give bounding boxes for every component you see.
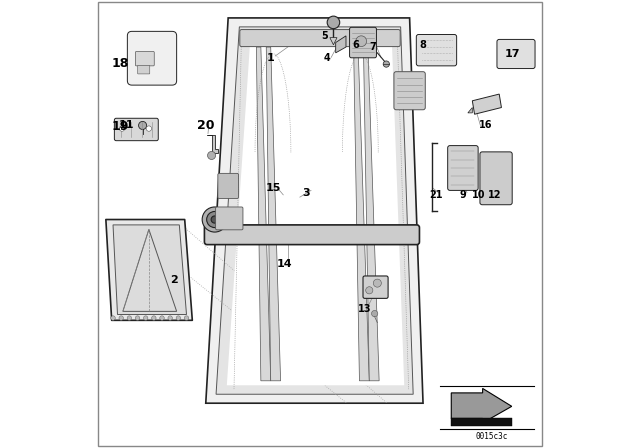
FancyBboxPatch shape (240, 30, 400, 47)
Circle shape (327, 16, 340, 29)
Text: 16: 16 (479, 121, 493, 130)
Polygon shape (106, 220, 192, 320)
Text: 19: 19 (112, 120, 129, 133)
Polygon shape (266, 47, 280, 381)
Circle shape (202, 207, 227, 232)
FancyBboxPatch shape (216, 207, 243, 230)
Text: 2: 2 (170, 275, 179, 285)
Circle shape (207, 211, 223, 228)
Text: 10: 10 (472, 190, 486, 200)
Circle shape (119, 316, 124, 320)
Circle shape (211, 216, 218, 223)
Text: 18: 18 (112, 57, 129, 70)
Polygon shape (353, 47, 369, 381)
Circle shape (184, 316, 189, 320)
Text: 1: 1 (267, 53, 275, 63)
Polygon shape (227, 36, 404, 385)
FancyBboxPatch shape (451, 418, 512, 426)
Text: 0015c3c: 0015c3c (476, 432, 508, 441)
Polygon shape (472, 94, 502, 114)
Polygon shape (257, 47, 271, 381)
Polygon shape (206, 18, 423, 403)
Circle shape (152, 316, 156, 320)
Text: 13: 13 (358, 304, 372, 314)
Text: 8: 8 (420, 40, 426, 50)
Circle shape (111, 316, 115, 320)
Polygon shape (364, 47, 379, 381)
Polygon shape (113, 225, 186, 314)
Circle shape (135, 316, 140, 320)
FancyBboxPatch shape (115, 118, 158, 141)
Text: 14: 14 (276, 259, 292, 269)
Circle shape (143, 316, 148, 320)
FancyBboxPatch shape (138, 65, 150, 74)
FancyBboxPatch shape (417, 34, 457, 66)
FancyBboxPatch shape (497, 39, 535, 69)
Text: 21: 21 (429, 190, 444, 200)
Circle shape (127, 316, 132, 320)
Circle shape (176, 316, 180, 320)
Circle shape (373, 279, 381, 287)
FancyBboxPatch shape (204, 225, 419, 245)
Text: 12: 12 (488, 190, 502, 200)
Circle shape (146, 126, 152, 131)
Circle shape (371, 310, 378, 317)
FancyBboxPatch shape (394, 72, 425, 110)
FancyBboxPatch shape (218, 173, 239, 198)
FancyBboxPatch shape (127, 31, 177, 85)
Circle shape (139, 121, 147, 129)
Text: 6: 6 (353, 40, 359, 50)
Text: 3: 3 (303, 188, 310, 198)
Circle shape (356, 36, 367, 47)
Circle shape (119, 126, 125, 131)
FancyBboxPatch shape (136, 52, 154, 66)
Circle shape (383, 61, 390, 67)
FancyBboxPatch shape (363, 276, 388, 298)
FancyBboxPatch shape (480, 152, 512, 205)
Polygon shape (451, 388, 512, 423)
FancyBboxPatch shape (99, 2, 541, 446)
Text: 20: 20 (197, 119, 214, 132)
FancyBboxPatch shape (349, 27, 376, 58)
Text: 7: 7 (369, 42, 376, 52)
FancyBboxPatch shape (448, 146, 478, 190)
Polygon shape (330, 38, 337, 45)
Text: 9: 9 (460, 190, 467, 200)
Text: 11: 11 (118, 121, 134, 130)
Circle shape (365, 287, 373, 294)
Text: 15: 15 (265, 183, 281, 193)
Text: 5: 5 (321, 31, 328, 41)
Polygon shape (207, 135, 218, 153)
Polygon shape (336, 36, 346, 53)
Circle shape (160, 316, 164, 320)
Circle shape (207, 151, 216, 159)
Circle shape (168, 316, 172, 320)
Text: 17: 17 (505, 49, 520, 59)
Polygon shape (216, 27, 413, 394)
Text: 4: 4 (323, 53, 330, 63)
Polygon shape (468, 108, 472, 113)
